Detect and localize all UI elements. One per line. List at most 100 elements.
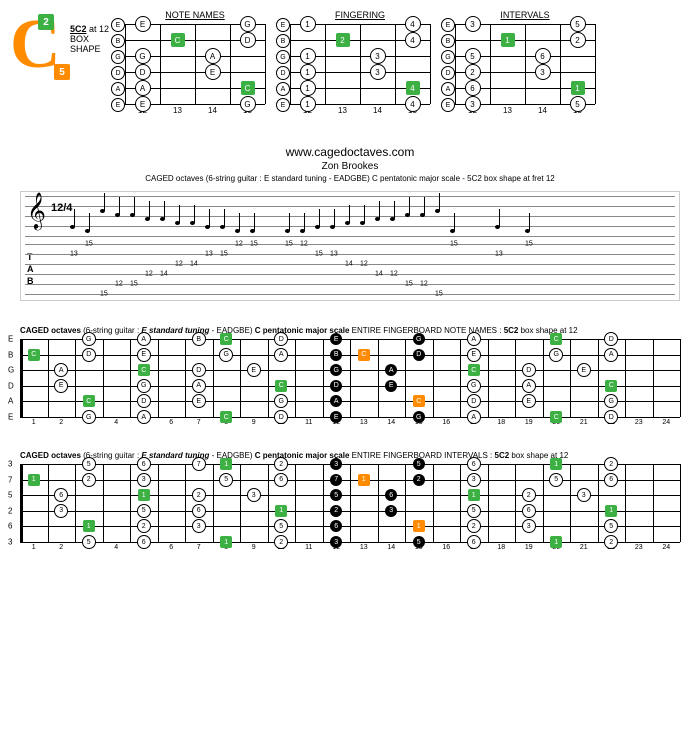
tab-number: 13: [495, 251, 503, 258]
fret-note: C: [220, 411, 232, 423]
note: 4: [405, 16, 421, 32]
full-title: CAGED octaves (6-string guitar : E stand…: [20, 326, 680, 335]
fret-note: A: [467, 410, 481, 424]
fret-note: A: [467, 332, 481, 346]
fret-note: G: [274, 394, 288, 408]
open-note: D: [441, 66, 455, 80]
open-note: B: [276, 34, 290, 48]
note: G: [135, 48, 151, 64]
open-note: G: [111, 50, 125, 64]
open-string: A: [8, 397, 13, 406]
full-fretboard-section: CAGED octaves (6-string guitar : E stand…: [20, 326, 680, 426]
tab-number: 12: [360, 261, 368, 268]
fret-note: C: [275, 380, 287, 392]
fretboard: EBGDAE142413131414: [290, 24, 430, 104]
note: 3: [465, 16, 481, 32]
site-url: www.cagedoctaves.com: [10, 145, 690, 159]
note: E: [205, 64, 221, 80]
tab-number: 12: [235, 241, 243, 248]
fret-note: E: [385, 380, 397, 392]
tab-number: 15: [405, 281, 413, 288]
tab-number: 15: [220, 251, 228, 258]
small-diagram: INTERVALSEBGDAE35125623613512131415: [455, 10, 595, 115]
fretboard: EBGDAE351256236135: [455, 24, 595, 104]
fret-note: D: [604, 410, 618, 424]
tab-number: 14: [375, 271, 383, 278]
note: 1: [300, 80, 316, 96]
note: D: [135, 64, 151, 80]
tab-number: 15: [450, 241, 458, 248]
fret-note: A: [192, 379, 206, 393]
tab-number: 15: [315, 251, 323, 258]
open-note: E: [276, 98, 290, 112]
time-sig: 12/4: [51, 202, 72, 214]
open-note: E: [441, 98, 455, 112]
fret-note: 1: [413, 520, 425, 532]
note: 3: [370, 48, 386, 64]
open-string: E: [8, 413, 13, 422]
fret-note: 5: [219, 473, 233, 487]
open-note: B: [111, 34, 125, 48]
open-note: D: [111, 66, 125, 80]
fret-note: E: [467, 348, 481, 362]
fret-note: G: [82, 332, 96, 346]
tab-number: 15: [85, 241, 93, 248]
fret-note: 3: [330, 458, 342, 470]
small-diagrams-row: NOTE NAMESEBGDAEEGCDGADEACEG12131415FING…: [125, 10, 595, 115]
fret-note: E: [577, 363, 591, 377]
fret-note: 5: [467, 504, 481, 518]
note: 6: [535, 48, 551, 64]
fret-note: D: [413, 349, 425, 361]
box-label: 5C2 at 12 BOXSHAPE: [70, 24, 109, 54]
fret-note: 6: [137, 535, 151, 549]
note: 1: [300, 64, 316, 80]
fret-note: A: [522, 379, 536, 393]
fret-note: G: [413, 333, 425, 345]
open-string: B: [8, 350, 13, 359]
open-string: 5: [8, 491, 12, 500]
fret-note: 2: [604, 535, 618, 549]
tab-number: 15: [100, 291, 108, 298]
fret-note: 3: [192, 519, 206, 533]
tab-number: 15: [130, 281, 138, 288]
fret-note: G: [467, 379, 481, 393]
logo-bottom-marker: 5: [54, 64, 70, 80]
fret-note: 5: [330, 489, 342, 501]
tab-number: 13: [205, 251, 213, 258]
full-fretboard-section: CAGED octaves (6-string guitar : E stand…: [20, 451, 680, 551]
note: E: [135, 16, 151, 32]
note: 5: [570, 16, 586, 32]
fret-note: 1: [28, 474, 40, 486]
fret-note: 2: [330, 505, 342, 517]
fret-note: 6: [604, 473, 618, 487]
note: 5: [465, 48, 481, 64]
fret-note: 2: [274, 535, 288, 549]
open-note: D: [276, 66, 290, 80]
fret-note: E: [192, 394, 206, 408]
fret-note: 5: [137, 504, 151, 518]
fret-note: D: [522, 363, 536, 377]
fret-note: 6: [54, 488, 68, 502]
fret-note: 2: [467, 519, 481, 533]
fret-numbers: 123456789101112131415161718192021222324: [20, 544, 680, 551]
tab-number: 12: [420, 281, 428, 288]
fret-note: C: [413, 395, 425, 407]
tab-number: 15: [250, 241, 258, 248]
fret-note: 1: [550, 458, 562, 470]
tab-number: 14: [190, 261, 198, 268]
fret-note: 7: [330, 474, 342, 486]
fret-note: 1: [468, 489, 480, 501]
tab-number: 14: [345, 261, 353, 268]
tab-number: 12: [390, 271, 398, 278]
fret-note: E: [330, 333, 342, 345]
note: 2: [570, 32, 586, 48]
fret-note: C: [220, 333, 232, 345]
main-container: C 2 5 5C2 at 12 BOXSHAPE NOTE NAMESEBGDA…: [0, 0, 700, 586]
open-string: E: [8, 335, 13, 344]
fret-note: G: [604, 394, 618, 408]
author: Zon Brookes: [10, 161, 690, 172]
fret-note: 5: [549, 473, 563, 487]
small-diagram: FINGERINGEBGDAE14241313141412131415: [290, 10, 430, 115]
fret-note: B: [192, 332, 206, 346]
treble-clef-icon: 𝄞: [27, 192, 46, 230]
